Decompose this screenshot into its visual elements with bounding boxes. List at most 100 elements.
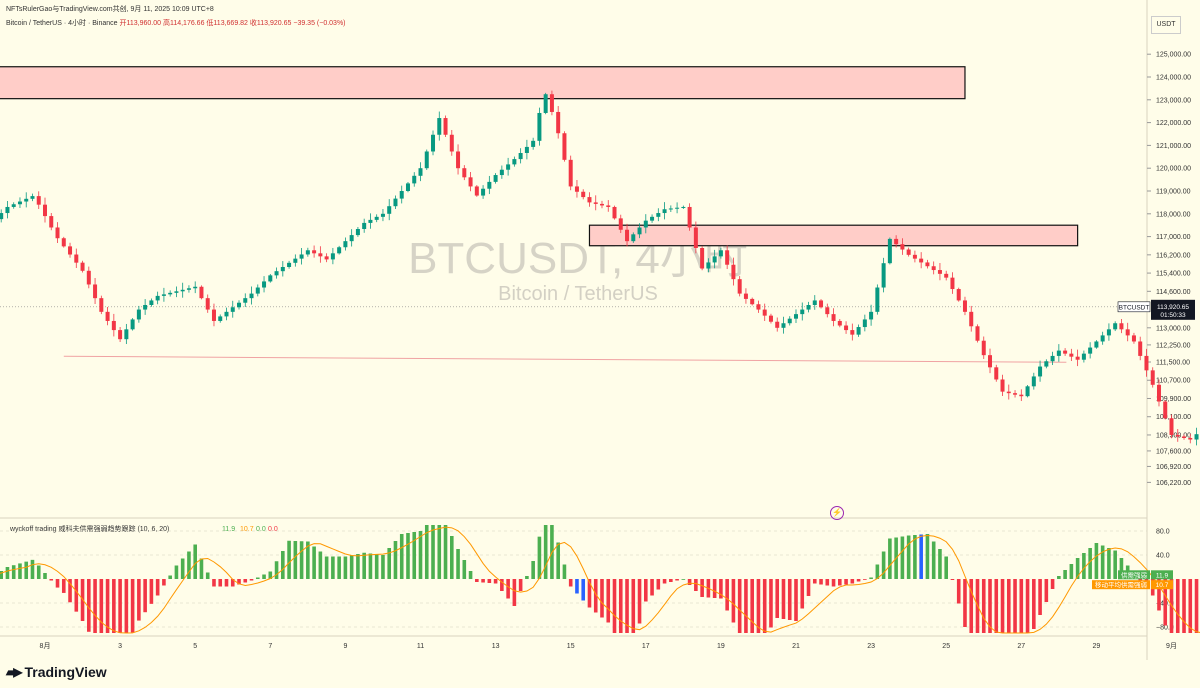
candle-body bbox=[887, 238, 892, 264]
candle-body bbox=[825, 307, 830, 315]
plot-background bbox=[0, 0, 1147, 660]
oscillator-bar bbox=[794, 579, 798, 621]
candle-body bbox=[368, 219, 373, 223]
candle-body bbox=[387, 206, 392, 214]
currency-button[interactable]: USDT bbox=[1151, 16, 1181, 34]
candle-body bbox=[1094, 341, 1099, 348]
oscillator-bar bbox=[55, 579, 60, 588]
oscillator-bar bbox=[487, 579, 492, 583]
oscillator-bar bbox=[5, 567, 10, 579]
price-tag-value: 113,920.65 bbox=[1157, 304, 1189, 311]
candle-body bbox=[1069, 353, 1074, 357]
candle-body bbox=[186, 288, 191, 290]
candle-body bbox=[574, 186, 579, 192]
candle-body bbox=[618, 218, 623, 230]
candle-body bbox=[906, 249, 911, 255]
oscillator-bar bbox=[637, 579, 642, 624]
oscillator-bar bbox=[274, 561, 279, 579]
oscillator-bar bbox=[819, 579, 823, 585]
candle-body bbox=[362, 222, 367, 229]
candle-body bbox=[743, 293, 748, 299]
candle-body bbox=[731, 264, 736, 280]
oscillator-bar bbox=[631, 579, 636, 633]
candle-body bbox=[49, 216, 54, 228]
candle-body bbox=[468, 177, 473, 187]
candle-body bbox=[111, 320, 116, 331]
candle-body bbox=[11, 204, 16, 207]
candle-body bbox=[1025, 386, 1030, 397]
oscillator-bar bbox=[374, 554, 379, 579]
oscillator-bar bbox=[1182, 579, 1186, 633]
candle-body bbox=[36, 196, 41, 205]
oscillator-bar bbox=[712, 579, 717, 598]
oscillator-bar bbox=[318, 551, 323, 579]
x-tick-label-1: 8月 bbox=[40, 642, 51, 650]
candle-body bbox=[374, 216, 379, 220]
oscillator-bar bbox=[994, 579, 999, 633]
oscillator-bar bbox=[913, 535, 917, 579]
candle-body bbox=[174, 291, 179, 293]
oscillator-bar bbox=[449, 536, 454, 579]
candle-body bbox=[512, 159, 517, 165]
candle-body bbox=[1163, 401, 1168, 419]
candle-body bbox=[1188, 438, 1193, 440]
supply-zone-1 bbox=[588, 224, 1079, 247]
oscillator-bar bbox=[900, 536, 905, 579]
oscillator-bar bbox=[18, 563, 22, 579]
candle-body bbox=[593, 202, 598, 204]
candle-body bbox=[30, 196, 35, 199]
candle-body bbox=[962, 300, 967, 312]
tradingview-logo[interactable]: ▰▶ TradingView bbox=[6, 664, 107, 680]
candle-body bbox=[43, 204, 47, 217]
candle-body bbox=[499, 169, 504, 176]
candle-body bbox=[249, 293, 254, 299]
oscillator-bar bbox=[518, 579, 523, 591]
candle-body bbox=[230, 307, 235, 312]
candle-body bbox=[643, 220, 648, 228]
oscillator-bar bbox=[781, 579, 786, 619]
candle-body bbox=[280, 267, 285, 272]
oscillator-bar bbox=[162, 579, 166, 586]
candle-body bbox=[787, 318, 792, 324]
candle-body bbox=[756, 304, 761, 310]
candle-body bbox=[431, 134, 436, 152]
candle-body bbox=[155, 295, 160, 301]
oscillator-bar bbox=[1175, 579, 1180, 633]
oscillator-bar bbox=[700, 579, 704, 597]
oscillator-bar bbox=[337, 556, 341, 579]
low-label: 低 bbox=[206, 20, 214, 27]
oscillator-bar bbox=[744, 579, 748, 633]
candle-body bbox=[456, 151, 461, 169]
x-tick-label-12: 23 bbox=[867, 643, 875, 650]
candle-body bbox=[725, 250, 730, 265]
oscillator-bar bbox=[731, 579, 736, 623]
oscillator-bar bbox=[412, 532, 417, 579]
y-tick-label-10: 115,400.00 bbox=[1156, 271, 1191, 278]
candle-body bbox=[812, 300, 817, 305]
oscillator-bar bbox=[650, 579, 654, 596]
oscillator-bar bbox=[443, 525, 448, 579]
oscillator-bar bbox=[74, 579, 79, 612]
candle-body bbox=[937, 270, 942, 274]
oscillator-bar bbox=[1082, 553, 1086, 579]
oscillator-bar bbox=[568, 579, 573, 587]
open-value: 113,960.00 bbox=[126, 20, 161, 27]
oscillator-bar bbox=[1025, 579, 1030, 633]
candle-body bbox=[1075, 356, 1080, 360]
candle-body bbox=[399, 191, 404, 199]
close-label: 收 bbox=[249, 20, 257, 27]
lightning-icon[interactable]: ⚡ bbox=[830, 506, 844, 520]
oscillator-bar bbox=[93, 579, 97, 633]
oscillator-bar bbox=[393, 541, 398, 579]
oscillator-bar bbox=[775, 579, 780, 618]
x-tick-label-8: 15 bbox=[567, 643, 575, 650]
candle-body bbox=[481, 188, 486, 196]
osc-strength-label-box bbox=[1118, 570, 1150, 580]
price-tag-symbol: BTCUSDT bbox=[1119, 304, 1150, 311]
candle-body bbox=[443, 118, 448, 135]
oscillator-bar bbox=[193, 544, 197, 579]
candle-body bbox=[380, 213, 385, 217]
oscillator-bar bbox=[399, 534, 404, 579]
oscillator-bar bbox=[1032, 579, 1036, 629]
